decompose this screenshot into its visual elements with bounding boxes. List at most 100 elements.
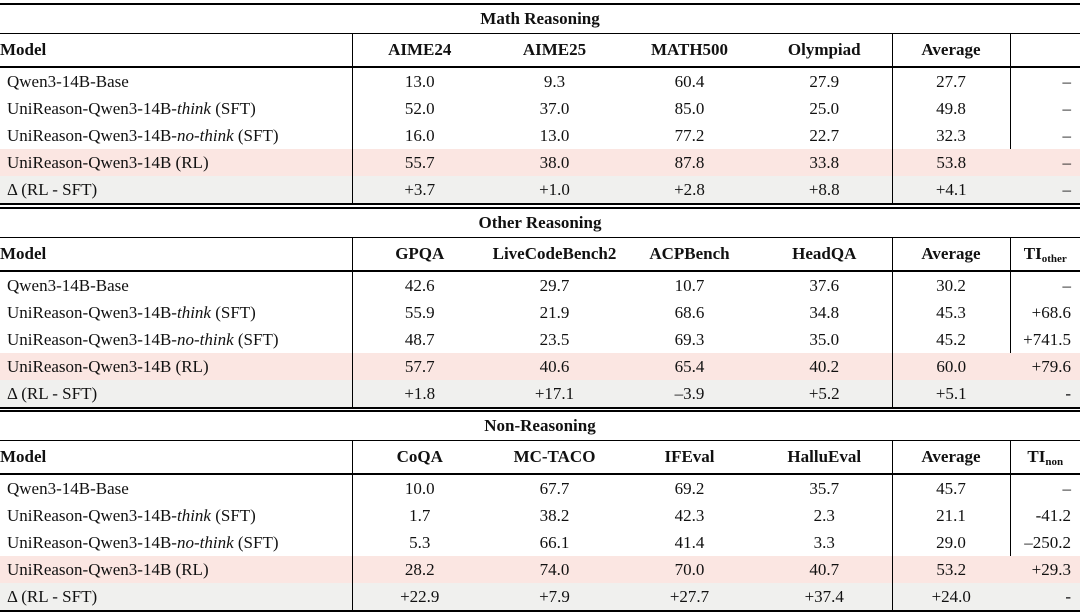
- table-row: UniReason-Qwen3-14B-think (SFT) 55.9 21.9 6…: [0, 298, 1080, 326]
- model-cell: Qwen3-14B-Base: [0, 474, 353, 502]
- score-cell: 60.4: [674, 72, 705, 91]
- table-row: Δ (RL - SFT) +22.9 +7.9 +27.7 +37.4 +24.0-: [0, 583, 1080, 611]
- average-column-header: Average: [891, 237, 1010, 272]
- model-cell: Δ (RL - SFT): [0, 379, 353, 408]
- score-cell: 69.3: [674, 329, 705, 349]
- table-row: UniReason-Qwen3-14B (RL) 57.7 40.6 65.4 40.2…: [0, 352, 1080, 380]
- ti-cell: +79.6: [1010, 352, 1080, 380]
- model-name-italic: no-think: [176, 126, 234, 145]
- score-cell: 40.2: [757, 352, 892, 380]
- average-cell: +5.1: [891, 379, 1010, 408]
- score-cell: 55.9: [404, 302, 435, 322]
- table-row: UniReason-Qwen3-14B (RL) 28.2 74.0 70.0 40.7…: [0, 556, 1080, 583]
- model-cell: UniReason-Qwen3-14B (RL): [0, 556, 353, 583]
- benchmark-column-header: AIME24: [352, 33, 487, 68]
- average-column-header: Average: [891, 33, 1010, 68]
- ti-cell: –: [1009, 270, 1080, 299]
- section-title-row: Math Reasoning: [0, 4, 1080, 34]
- score-cell: 57.7: [352, 352, 487, 380]
- model-name-prefix: UniReason-Qwen3-14B-: [7, 126, 177, 145]
- average-cell: 21.1: [891, 502, 1010, 529]
- score-cell: 38.2: [539, 506, 570, 525]
- benchmark-column-header: MC-TACO: [487, 440, 622, 475]
- model-name-suffix: (SFT): [233, 533, 279, 552]
- benchmark-column-header: CoQA: [352, 440, 487, 475]
- average-cell: +4.1: [891, 176, 1010, 204]
- results-table-other-reasoning: Other Reasoning Model GPQA LiveCodeBench2 AC…: [0, 206, 1080, 409]
- score-cell: 74.0: [487, 556, 622, 583]
- ti-cell: +741.5: [1009, 325, 1080, 353]
- score-cell: 35.7: [809, 479, 840, 498]
- table-row: UniReason-Qwen3-14B-think (SFT) 1.7 38.2 42…: [0, 502, 1080, 529]
- model-name-prefix: UniReason-Qwen3-14B-: [7, 506, 177, 525]
- score-cell: +3.7: [352, 176, 487, 204]
- model-cell: Δ (RL - SFT): [0, 583, 353, 611]
- score-cell: 23.5: [539, 329, 570, 349]
- benchmark-column-header: Olympiad: [757, 33, 892, 68]
- score-cell: 65.4: [622, 352, 757, 380]
- score-cell: 38.0: [487, 149, 622, 176]
- ti-header-base: TI: [1023, 243, 1042, 263]
- average-cell: 45.3: [891, 298, 1010, 326]
- ti-cell: –: [1010, 176, 1080, 204]
- model-name-italic: think: [176, 506, 211, 525]
- score-cell: +17.1: [487, 379, 622, 408]
- score-cell: 21.9: [539, 302, 570, 322]
- score-cell: +1.0: [487, 176, 622, 204]
- score-cell: 1.7: [409, 506, 431, 525]
- column-header-row: Model AIME24 AIME25 MATH500 Olympiad Average: [0, 33, 1080, 68]
- model-name-prefix: UniReason-Qwen3-14B-: [7, 533, 177, 552]
- average-cell: 29.0: [891, 529, 1010, 556]
- model-name-suffix: (SFT): [233, 126, 279, 145]
- score-cell: 68.6: [674, 302, 705, 322]
- average-column-header: Average: [891, 440, 1010, 475]
- model-cell: UniReason-Qwen3-14B (RL): [0, 352, 353, 380]
- model-cell: UniReason-Qwen3-14B-no-think (SFT): [0, 325, 353, 353]
- results-table-math-reasoning: Math Reasoning Model AIME24 AIME25 MATH500 Ol…: [0, 3, 1080, 205]
- model-name-suffix: (SFT): [210, 99, 256, 118]
- score-cell: 70.0: [622, 556, 757, 583]
- score-cell: 37.6: [809, 275, 840, 295]
- model-name-prefix: UniReason-Qwen3-14B-: [7, 302, 177, 322]
- average-cell: +24.0: [891, 583, 1010, 611]
- section-title: Non-Reasoning: [0, 411, 1080, 441]
- score-cell: 34.8: [809, 302, 840, 322]
- model-cell: UniReason-Qwen3-14B-no-think (SFT): [0, 122, 353, 149]
- benchmark-column-header: ACPBench: [622, 237, 757, 272]
- score-cell: 77.2: [674, 126, 705, 145]
- score-cell: 33.8: [757, 149, 892, 176]
- ti-cell: +29.3: [1010, 556, 1080, 583]
- score-cell: 42.6: [404, 275, 435, 295]
- table-row: UniReason-Qwen3-14B-think (SFT) 52.0 37.0 8…: [0, 95, 1080, 122]
- ti-column-header: [1009, 33, 1080, 68]
- model-name-prefix: Qwen3-14B-Base: [7, 72, 129, 91]
- ti-cell: -: [1010, 379, 1080, 408]
- model-cell: UniReason-Qwen3-14B-think (SFT): [0, 502, 353, 529]
- column-header-row: Model CoQA MC-TACO IFEval HalluEval Average TI…: [0, 440, 1080, 475]
- average-cell: 30.2: [891, 270, 1010, 299]
- score-cell: 35.0: [809, 329, 840, 349]
- average-cell: 32.3: [891, 122, 1010, 149]
- ti-cell: –: [1009, 67, 1080, 95]
- score-cell: +27.7: [622, 583, 757, 611]
- model-name-prefix: UniReason-Qwen3-14B-: [7, 329, 177, 349]
- score-cell: 66.1: [539, 533, 570, 552]
- ti-cell: –: [1009, 122, 1080, 149]
- score-cell: 13.0: [404, 72, 435, 91]
- model-cell: Qwen3-14B-Base: [0, 270, 353, 299]
- average-cell: 60.0: [891, 352, 1010, 380]
- ti-cell: –: [1010, 149, 1080, 176]
- model-name-prefix: Δ (RL - SFT): [7, 383, 98, 403]
- ti-header-subscript: other: [1041, 252, 1067, 265]
- benchmark-column-header: GPQA: [352, 237, 487, 272]
- model-name-suffix: (SFT): [233, 329, 279, 349]
- table-row: Δ (RL - SFT) +3.7 +1.0 +2.8 +8.8 +4.1–: [0, 176, 1080, 204]
- ti-header-subscript: non: [1045, 456, 1064, 468]
- ti-cell: –: [1009, 474, 1080, 502]
- score-cell: 27.9: [809, 72, 840, 91]
- average-cell: 53.2: [891, 556, 1010, 583]
- score-cell: 10.0: [404, 479, 435, 498]
- average-cell: 49.8: [891, 95, 1010, 122]
- score-cell: 28.2: [352, 556, 487, 583]
